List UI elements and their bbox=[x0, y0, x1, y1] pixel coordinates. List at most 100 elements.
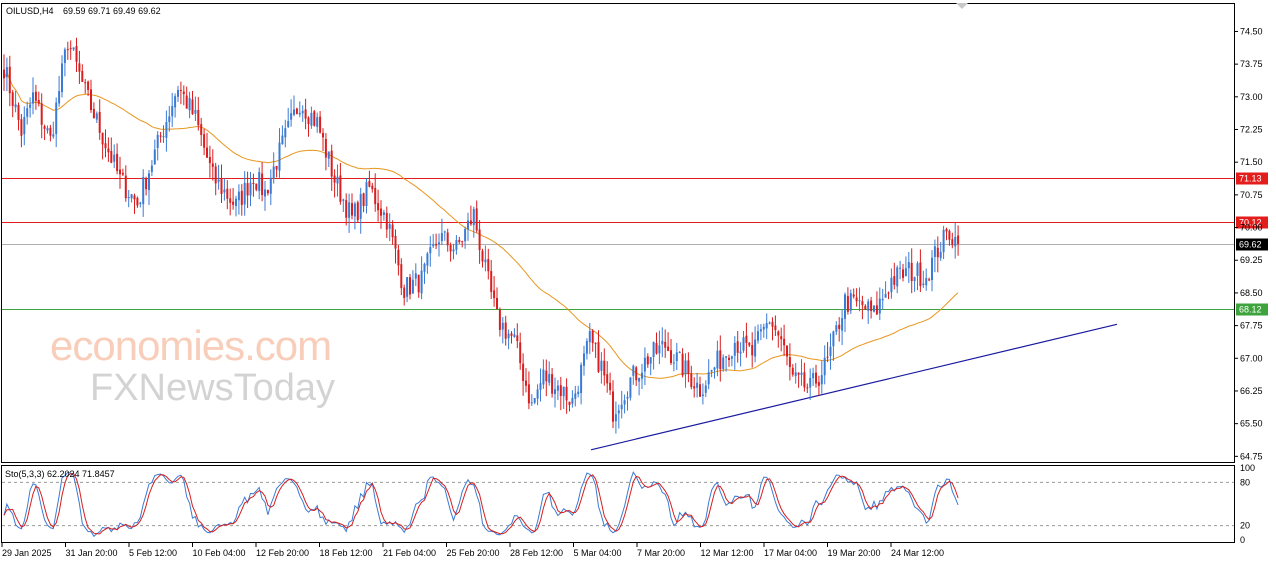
candle-body bbox=[649, 357, 652, 364]
level-price-tag bbox=[1236, 238, 1268, 251]
candle-body bbox=[34, 91, 37, 101]
candle-body bbox=[574, 393, 577, 399]
candle-body bbox=[429, 247, 432, 254]
candle-body bbox=[513, 334, 516, 338]
price-tick-label: 69.25 bbox=[1240, 255, 1263, 265]
candle-body bbox=[820, 375, 823, 385]
candle-body bbox=[922, 283, 925, 285]
level-price-label: 70.12 bbox=[1239, 218, 1262, 228]
candle-body bbox=[116, 153, 119, 171]
candle-body bbox=[353, 203, 356, 217]
candle-body bbox=[478, 229, 481, 251]
candle-body bbox=[14, 104, 17, 108]
candle-body bbox=[284, 128, 287, 138]
candle-body bbox=[948, 230, 951, 240]
candle-body bbox=[52, 134, 55, 137]
candle-body bbox=[281, 135, 284, 145]
candle-body bbox=[133, 195, 136, 200]
time-tick-label: 25 Feb 20:00 bbox=[447, 548, 500, 558]
candle-body bbox=[609, 382, 612, 391]
candle-body bbox=[884, 293, 887, 298]
candle-body bbox=[672, 362, 675, 364]
candle-body bbox=[211, 163, 214, 167]
candle-body bbox=[585, 341, 588, 354]
candle-body bbox=[829, 346, 832, 356]
candle-body bbox=[49, 127, 52, 136]
candle-body bbox=[287, 120, 290, 127]
candle-body bbox=[223, 189, 226, 193]
candle-body bbox=[844, 294, 846, 319]
candle-body bbox=[525, 380, 527, 386]
candle-body bbox=[907, 262, 910, 269]
candle-body bbox=[588, 331, 591, 343]
candle-body bbox=[498, 309, 501, 330]
price-tick-label: 73.75 bbox=[1240, 59, 1263, 69]
candle-body bbox=[435, 244, 438, 246]
candle-body bbox=[107, 148, 110, 153]
price-tick-label: 71.50 bbox=[1240, 157, 1263, 167]
candle-body bbox=[206, 147, 208, 158]
candle-body bbox=[699, 384, 701, 397]
candle-body bbox=[87, 81, 90, 90]
candle-body bbox=[730, 356, 733, 359]
candle-body bbox=[301, 110, 304, 114]
candle-body bbox=[17, 104, 20, 121]
candle-body bbox=[66, 49, 69, 51]
candle-body bbox=[603, 360, 606, 376]
time-tick-label: 7 Mar 20:00 bbox=[637, 548, 685, 558]
time-axis: 29 Jan 2025 31 Jan 20:00 5 Feb 12:00 10 Feb… bbox=[1, 543, 944, 558]
candle-body bbox=[928, 279, 931, 281]
candle-body bbox=[124, 175, 127, 199]
time-tick-label: 24 Mar 12:00 bbox=[891, 548, 944, 558]
chart-shift-marker[interactable] bbox=[956, 3, 968, 9]
candle-body bbox=[261, 173, 264, 196]
candle-body bbox=[823, 357, 826, 376]
candle-body bbox=[377, 203, 380, 211]
candle-body bbox=[446, 232, 449, 246]
candle-body bbox=[394, 235, 397, 249]
candle-body bbox=[771, 321, 774, 327]
candle-body bbox=[333, 175, 336, 183]
candle-body bbox=[194, 109, 197, 114]
candle-body bbox=[130, 194, 133, 199]
candle-body bbox=[136, 197, 139, 206]
candle-body bbox=[646, 356, 649, 365]
candle-body bbox=[110, 151, 113, 163]
candle-body bbox=[319, 116, 322, 133]
candle-body bbox=[658, 345, 661, 354]
time-tick-label: 28 Feb 12:00 bbox=[510, 548, 563, 558]
candle-body bbox=[8, 66, 11, 94]
candle-body bbox=[84, 82, 87, 84]
candle-body bbox=[258, 172, 261, 192]
price-tick-label: 74.50 bbox=[1240, 26, 1263, 36]
candle-body bbox=[812, 373, 815, 379]
candle-body bbox=[583, 353, 585, 366]
candle-body bbox=[327, 151, 330, 159]
candle-body bbox=[788, 357, 791, 368]
candle-body bbox=[641, 372, 643, 379]
candle-body bbox=[957, 235, 960, 245]
candle-body bbox=[191, 99, 194, 115]
candle-body bbox=[171, 106, 174, 117]
candle-body bbox=[716, 350, 719, 369]
price-tick-label: 70.75 bbox=[1240, 190, 1263, 200]
candle-body bbox=[75, 46, 78, 62]
candle-body bbox=[249, 182, 252, 196]
candle-body bbox=[902, 269, 904, 278]
candle-body bbox=[339, 175, 342, 202]
candle-body bbox=[127, 197, 130, 199]
level-price-label: 71.13 bbox=[1239, 174, 1262, 184]
candle-body bbox=[519, 342, 522, 364]
candle-body bbox=[452, 249, 455, 252]
candle-body bbox=[597, 342, 600, 372]
candle-body bbox=[919, 262, 922, 286]
candle-body bbox=[623, 400, 626, 405]
candle-body bbox=[46, 128, 49, 131]
trendline[interactable] bbox=[590, 323, 1118, 451]
candle-body bbox=[870, 300, 873, 312]
candle-body bbox=[855, 297, 858, 302]
candle-body bbox=[371, 185, 374, 190]
candle-body bbox=[388, 224, 391, 229]
price-tick-label: 70.00 bbox=[1240, 223, 1263, 233]
